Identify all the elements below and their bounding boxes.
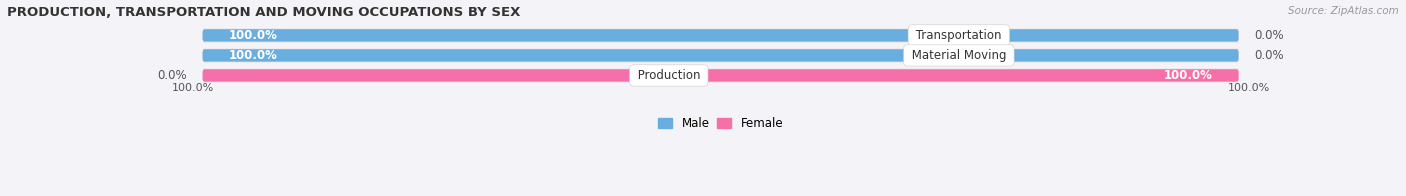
FancyBboxPatch shape xyxy=(202,49,1239,62)
FancyBboxPatch shape xyxy=(202,29,1239,42)
Text: 100.0%: 100.0% xyxy=(229,49,277,62)
Bar xyxy=(202,68,1239,83)
Text: Source: ZipAtlas.com: Source: ZipAtlas.com xyxy=(1288,6,1399,16)
Text: 0.0%: 0.0% xyxy=(1254,29,1284,42)
FancyBboxPatch shape xyxy=(202,29,1239,42)
Text: Material Moving: Material Moving xyxy=(908,49,1010,62)
Text: 0.0%: 0.0% xyxy=(1254,49,1284,62)
Text: PRODUCTION, TRANSPORTATION AND MOVING OCCUPATIONS BY SEX: PRODUCTION, TRANSPORTATION AND MOVING OC… xyxy=(7,6,520,19)
Text: 100.0%: 100.0% xyxy=(172,83,214,93)
Text: 100.0%: 100.0% xyxy=(229,29,277,42)
FancyBboxPatch shape xyxy=(202,49,1239,62)
Bar xyxy=(202,28,1239,43)
FancyBboxPatch shape xyxy=(202,69,1239,82)
Legend: Male, Female: Male, Female xyxy=(654,113,787,135)
Text: Transportation: Transportation xyxy=(912,29,1005,42)
Text: Production: Production xyxy=(634,69,704,82)
Text: 0.0%: 0.0% xyxy=(157,69,187,82)
Text: 100.0%: 100.0% xyxy=(1164,69,1212,82)
Text: 100.0%: 100.0% xyxy=(1227,83,1270,93)
Bar xyxy=(202,48,1239,63)
FancyBboxPatch shape xyxy=(202,69,1239,82)
